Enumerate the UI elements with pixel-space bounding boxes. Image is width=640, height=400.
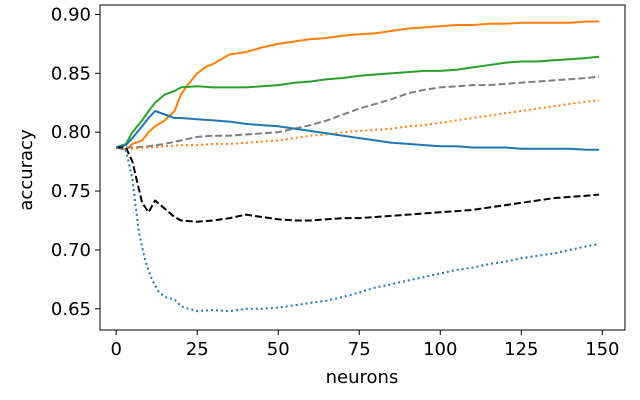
series-line-6 — [116, 146, 600, 223]
series-line-7 — [115, 146, 600, 313]
series-line-3 — [116, 75, 600, 149]
x-ticks: 0 25 50 75 100 125 150 — [110, 330, 619, 360]
y-tick-label: 0.75 — [51, 181, 91, 202]
x-tick-label: 125 — [504, 339, 538, 360]
x-tick-label: 50 — [267, 339, 290, 360]
series-line-5 — [115, 110, 600, 151]
y-ticks: 0.65 0.70 0.75 0.80 0.85 0.90 — [51, 4, 100, 320]
x-tick-label: 75 — [348, 339, 371, 360]
series-line-1 — [115, 20, 600, 151]
y-tick-label: 0.85 — [51, 63, 91, 84]
y-tick-label: 0.80 — [51, 122, 91, 143]
y-tick-label: 0.90 — [51, 4, 91, 25]
x-tick-label: 0 — [110, 339, 121, 360]
plot-frame — [99, 4, 626, 331]
series-layer — [115, 20, 600, 313]
x-tick-label: 150 — [585, 339, 619, 360]
y-tick-label: 0.70 — [51, 240, 91, 261]
y-axis-label: accuracy — [16, 129, 37, 211]
series-line-2 — [115, 55, 600, 149]
x-axis-label: neurons — [326, 367, 399, 388]
x-tick-label: 25 — [186, 339, 209, 360]
y-tick-label: 0.65 — [51, 299, 91, 320]
series-line-4 — [116, 99, 600, 150]
x-tick-label: 100 — [423, 339, 457, 360]
